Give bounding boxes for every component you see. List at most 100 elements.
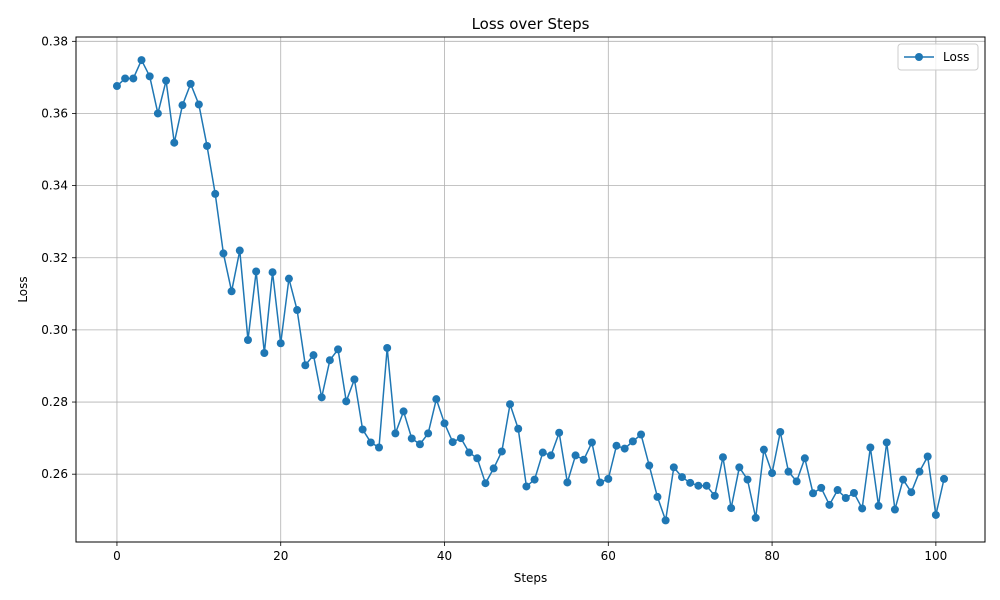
data-point bbox=[907, 488, 916, 497]
data-point bbox=[366, 438, 375, 447]
y-tick-label: 0.36 bbox=[41, 106, 68, 120]
data-point bbox=[178, 101, 187, 110]
data-point bbox=[514, 424, 523, 433]
data-point bbox=[718, 453, 727, 462]
data-point bbox=[678, 473, 686, 482]
y-tick-label: 0.34 bbox=[41, 179, 68, 193]
data-point bbox=[243, 336, 252, 344]
plot-area bbox=[76, 37, 985, 542]
data-point bbox=[399, 407, 408, 416]
data-point bbox=[129, 74, 138, 83]
x-tick-label: 60 bbox=[601, 549, 616, 563]
data-point bbox=[596, 478, 605, 487]
legend: Loss bbox=[897, 43, 979, 71]
data-point bbox=[260, 348, 269, 357]
data-point bbox=[866, 443, 875, 452]
data-point bbox=[473, 454, 482, 463]
data-point bbox=[555, 428, 564, 437]
data-point bbox=[506, 400, 515, 409]
data-point bbox=[334, 345, 343, 354]
data-point bbox=[637, 430, 646, 439]
data-point bbox=[809, 489, 818, 498]
data-point bbox=[456, 434, 465, 443]
data-point bbox=[481, 479, 490, 488]
data-point bbox=[317, 393, 326, 402]
data-point bbox=[776, 427, 785, 436]
data-point bbox=[743, 475, 752, 484]
data-point bbox=[817, 483, 826, 492]
data-point bbox=[645, 461, 654, 470]
data-point bbox=[170, 138, 179, 147]
data-point bbox=[407, 434, 416, 443]
data-point bbox=[194, 100, 203, 109]
x-tick-label: 40 bbox=[437, 549, 452, 563]
data-point bbox=[162, 76, 171, 85]
data-point bbox=[579, 455, 588, 464]
data-point bbox=[546, 451, 555, 460]
data-point bbox=[833, 486, 842, 495]
y-tick-label: 0.30 bbox=[41, 323, 68, 337]
data-point bbox=[841, 493, 850, 502]
data-point bbox=[792, 477, 801, 486]
y-tick-label: 0.38 bbox=[41, 34, 68, 48]
y-tick-label: 0.26 bbox=[41, 467, 68, 481]
legend-marker-swatch bbox=[915, 53, 923, 61]
data-point bbox=[284, 274, 293, 283]
data-point bbox=[800, 454, 809, 463]
data-point bbox=[448, 438, 457, 447]
data-point bbox=[325, 356, 334, 365]
data-point bbox=[940, 474, 949, 483]
data-point bbox=[612, 441, 621, 450]
data-point bbox=[358, 425, 367, 434]
chart-title: Loss over Steps bbox=[472, 15, 590, 33]
data-point bbox=[293, 306, 302, 315]
data-point bbox=[235, 246, 244, 255]
data-point bbox=[653, 492, 662, 501]
data-point bbox=[145, 72, 154, 81]
data-point bbox=[121, 74, 130, 83]
data-point bbox=[350, 375, 359, 384]
data-point bbox=[497, 447, 506, 456]
grid bbox=[76, 37, 985, 542]
data-point bbox=[522, 482, 531, 491]
data-point bbox=[874, 501, 883, 510]
data-point bbox=[784, 467, 793, 476]
data-point bbox=[628, 437, 637, 446]
data-point bbox=[931, 510, 940, 519]
data-point bbox=[587, 438, 596, 447]
data-point bbox=[137, 56, 146, 65]
x-tick-label: 100 bbox=[924, 549, 947, 563]
y-tick-label: 0.32 bbox=[41, 251, 68, 265]
data-point bbox=[424, 429, 433, 438]
series-line bbox=[116, 59, 945, 522]
data-point bbox=[530, 475, 539, 484]
data-point bbox=[563, 478, 572, 487]
data-point bbox=[415, 440, 424, 449]
data-point bbox=[227, 287, 236, 296]
x-axis: 0 20 40 60 80 100 bbox=[113, 542, 947, 563]
data-point bbox=[669, 463, 678, 472]
data-point bbox=[538, 448, 547, 457]
data-point bbox=[858, 504, 867, 513]
data-point bbox=[694, 481, 703, 490]
data-point bbox=[710, 491, 719, 500]
data-point bbox=[882, 438, 891, 447]
plot-frame bbox=[75, 36, 986, 543]
data-point bbox=[768, 469, 777, 478]
data-point bbox=[751, 513, 760, 522]
data-point bbox=[432, 395, 441, 404]
data-point bbox=[440, 419, 449, 428]
y-tick-label: 0.28 bbox=[41, 395, 68, 409]
data-point bbox=[186, 79, 195, 88]
x-axis-label: Steps bbox=[514, 571, 548, 585]
data-point bbox=[211, 189, 220, 198]
data-point bbox=[759, 445, 768, 454]
data-point bbox=[735, 463, 744, 472]
data-point bbox=[661, 516, 670, 525]
y-axis: 0.26 0.28 0.30 0.32 0.34 0.36 0.38 bbox=[41, 34, 76, 481]
data-point bbox=[686, 478, 695, 487]
data-point bbox=[620, 444, 629, 453]
data-point bbox=[825, 500, 834, 509]
data-point bbox=[571, 451, 580, 460]
